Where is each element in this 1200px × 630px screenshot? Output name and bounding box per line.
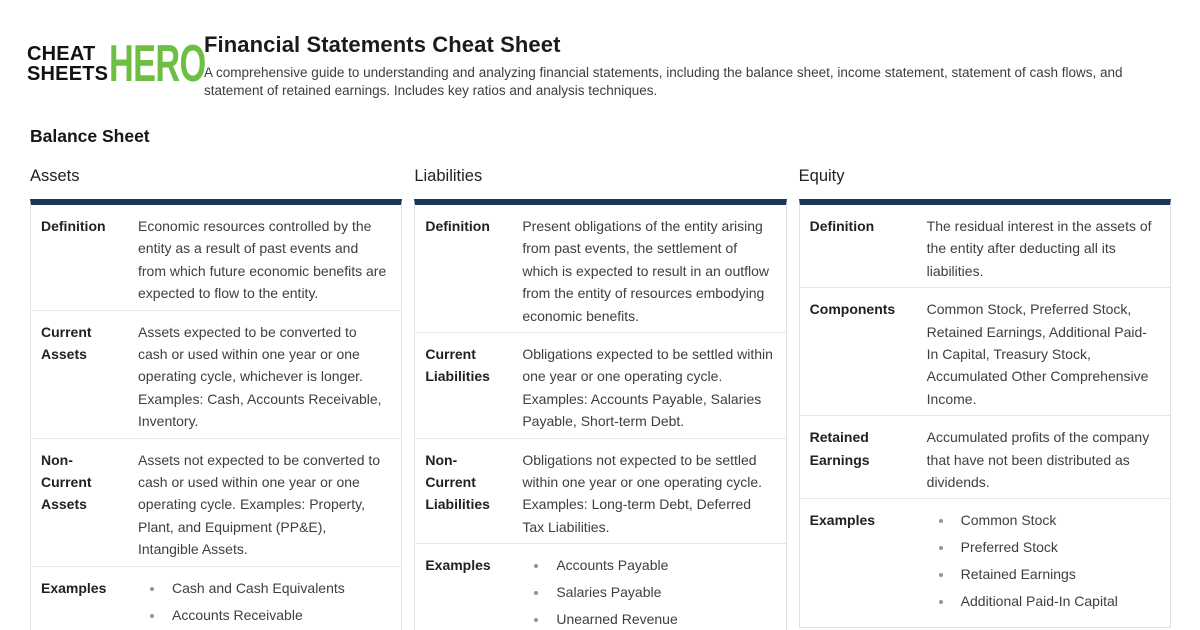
table-row: Current Liabilities Obligations expected… — [415, 333, 786, 439]
list-item-text: Additional Paid-In Capital — [960, 593, 1118, 610]
list-item: Additional Paid-In Capital — [927, 590, 1158, 612]
bullet-icon — [534, 591, 539, 596]
list-item-text: Preferred Stock — [960, 539, 1058, 556]
bullet-icon — [938, 573, 943, 578]
page-description: A comprehensive guide to understanding a… — [204, 65, 1123, 98]
table-row: Definition Economic resources controlled… — [31, 205, 402, 311]
column-assets: Assets Definition Economic resources con… — [30, 167, 403, 630]
row-text: Assets not expected to be converted to c… — [138, 451, 381, 558]
row-label: Examples — [41, 579, 107, 596]
list-item-text: Common Stock — [960, 512, 1057, 529]
table-row: Definition Present obligations of the en… — [415, 205, 786, 334]
bullet-icon — [938, 519, 943, 524]
list-item-text: Retained Earnings — [960, 566, 1076, 583]
column-liabilities: Liabilities Definition Present obligatio… — [414, 167, 787, 630]
table-row: Components Common Stock, Preferred Stock… — [799, 288, 1170, 417]
row-text: Accumulated profits of the company that … — [926, 429, 1150, 491]
row-label: Retained Earnings — [809, 429, 870, 468]
list-item-text: Salaries Payable — [556, 584, 662, 601]
page-header: CHEAT SHEETS HERO Financial Statements C… — [0, 0, 1200, 99]
list-item-text: Accounts Payable — [556, 557, 669, 574]
list-item: Cash and Cash Equivalents — [138, 577, 389, 599]
list-item: Unearned Revenue — [522, 608, 773, 630]
row-label: Components — [809, 301, 896, 318]
logo-word-cheat: CHEAT — [27, 42, 96, 65]
row-label: Definition — [809, 218, 875, 234]
list-item: Retained Earnings — [927, 563, 1158, 585]
column-title: Equity — [798, 167, 845, 185]
column-title: Assets — [30, 167, 80, 185]
liabilities-table: Definition Present obligations of the en… — [414, 199, 787, 630]
cheatsheetshero-logo: CHEAT SHEETS HERO — [27, 38, 206, 90]
row-text: The residual interest in the assets of t… — [926, 218, 1152, 279]
list-item: Preferred Stock — [927, 536, 1158, 558]
row-text: Obligations not expected to be settled w… — [522, 451, 763, 535]
list-item-text: Cash and Cash Equivalents — [172, 579, 345, 596]
table-row: Current Assets Assets expected to be con… — [31, 311, 402, 439]
row-label: Definition — [425, 218, 490, 234]
list-item: Common Stock — [927, 509, 1158, 531]
row-text: Assets expected to be converted to cash … — [138, 323, 382, 430]
logo-word-hero: HERO — [109, 34, 206, 93]
row-list: Common Stock Preferred Stock Retained Ea… — [927, 507, 1158, 617]
balance-sheet-columns: Assets Definition Economic resources con… — [30, 167, 1171, 630]
row-text: Present obligations of the entity arisin… — [522, 218, 770, 324]
column-equity: Equity Definition The residual interest … — [798, 167, 1171, 629]
row-label: Non-Current Liabilities — [425, 451, 490, 513]
table-row: Retained Earnings Accumulated profits of… — [799, 416, 1170, 500]
table-row: Non-Current Liabilities Obligations not … — [415, 439, 786, 545]
column-title: Liabilities — [414, 167, 483, 185]
row-label: Current Assets — [41, 323, 92, 363]
row-label: Definition — [41, 218, 106, 234]
row-label: Examples — [425, 557, 491, 574]
section-title-balance-sheet: Balance Sheet — [30, 126, 150, 146]
list-item: Salaries Payable — [522, 581, 773, 603]
assets-table: Definition Economic resources controlled… — [30, 199, 403, 630]
bullet-icon — [150, 613, 154, 618]
table-row: Definition The residual interest in the … — [799, 205, 1170, 289]
row-list: Accounts Payable Salaries Payable Unearn… — [522, 552, 773, 630]
equity-table: Definition The residual interest in the … — [798, 199, 1171, 629]
table-row: Non-Current Assets Assets not expected t… — [31, 439, 402, 567]
row-label: Current Liabilities — [425, 346, 490, 385]
row-text: Economic resources controlled by the ent… — [138, 218, 387, 302]
list-item-text: Accounts Receivable — [172, 606, 303, 623]
table-row: Examples Accounts Payable Salaries Payab… — [415, 544, 785, 630]
title-block: Financial Statements Cheat Sheet A compr… — [204, 30, 1156, 99]
row-text: Common Stock, Preferred Stock, Retained … — [926, 301, 1149, 407]
table-row: Examples Cash and Cash Equivalents Accou… — [31, 567, 401, 630]
row-label: Examples — [809, 512, 876, 529]
list-item: Accounts Receivable — [138, 604, 389, 626]
bullet-icon — [938, 600, 943, 605]
page-title: Financial Statements Cheat Sheet — [204, 32, 561, 57]
list-item: Accounts Payable — [522, 554, 773, 576]
bullet-icon — [938, 546, 943, 551]
row-text: Obligations expected to be settled withi… — [522, 346, 773, 430]
bullet-icon — [534, 564, 539, 569]
bullet-icon — [534, 618, 539, 623]
table-row: Examples Common Stock Preferred Stock — [800, 499, 1170, 627]
row-label: Non-Current Assets — [41, 451, 92, 513]
logo-word-sheets: SHEETS — [27, 62, 109, 85]
row-list: Cash and Cash Equivalents Accounts Recei… — [138, 575, 389, 630]
bullet-icon — [150, 586, 154, 591]
list-item-text: Unearned Revenue — [556, 611, 678, 628]
logo-wordmark: CHEAT SHEETS — [27, 42, 109, 85]
